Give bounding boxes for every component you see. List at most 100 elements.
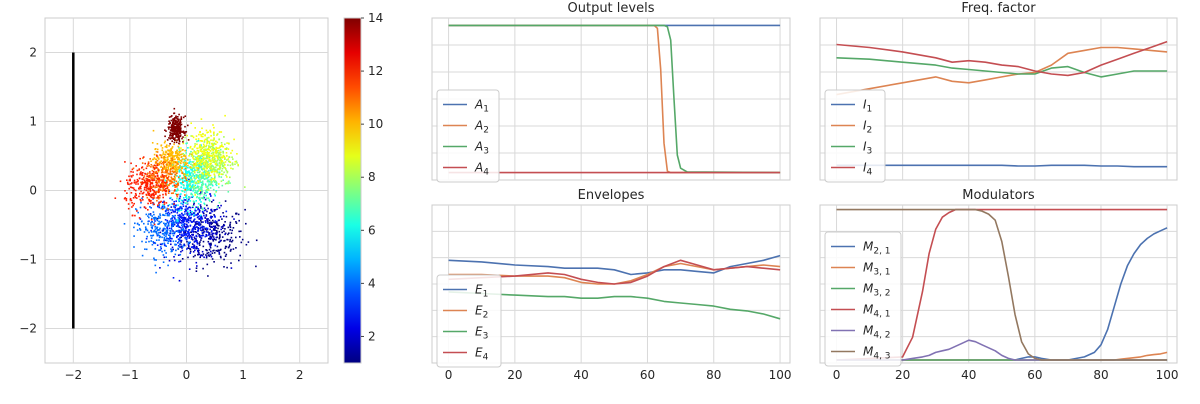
scatter-point xyxy=(212,151,214,154)
scatter-point xyxy=(230,248,232,251)
scatter-point xyxy=(132,197,135,199)
scatter-point xyxy=(200,206,202,208)
scatter-point xyxy=(212,144,214,147)
scatter-point xyxy=(164,140,166,143)
scatter-point xyxy=(193,187,195,190)
scatter-point xyxy=(161,208,164,211)
scatter-point xyxy=(170,182,172,185)
scatter-point xyxy=(138,168,141,170)
scatter-point xyxy=(165,252,167,254)
scatter-point xyxy=(198,186,200,188)
scatter-point xyxy=(184,125,186,128)
scatter-point xyxy=(185,149,187,152)
scatter-point xyxy=(185,142,187,145)
scatter-point xyxy=(178,149,181,151)
scatter-point xyxy=(204,154,206,156)
scatter-point xyxy=(225,182,228,184)
scatter-point xyxy=(179,179,181,181)
scatter-point xyxy=(199,146,202,149)
scatter-point xyxy=(144,172,146,175)
scatter-point xyxy=(205,231,208,233)
scatter-point xyxy=(146,173,149,176)
scatter-point xyxy=(167,177,170,179)
scatter-point xyxy=(163,256,166,259)
scatter-point xyxy=(166,229,168,232)
scatter-point xyxy=(199,235,202,237)
scatter-point xyxy=(198,177,200,179)
scatter-point xyxy=(146,185,149,188)
scatter-point xyxy=(222,162,225,164)
scatter-point xyxy=(149,176,152,178)
scatter-point xyxy=(167,161,169,163)
scatter-point xyxy=(213,156,215,158)
scatter-point xyxy=(143,175,146,177)
scatter-point xyxy=(202,159,204,162)
scatter-point xyxy=(220,142,223,144)
scatter-point xyxy=(160,200,162,203)
scatter-point xyxy=(180,236,182,239)
scatter-point xyxy=(221,218,223,220)
scatter-point xyxy=(216,245,219,248)
scatter-point xyxy=(209,155,212,157)
scatter-point xyxy=(173,107,176,110)
scatter-point xyxy=(169,150,171,152)
scatter-point xyxy=(235,212,237,215)
scatter-point xyxy=(156,148,159,151)
scatter-point xyxy=(158,229,161,231)
scatter-point xyxy=(208,156,211,158)
scatter-point xyxy=(218,147,220,149)
scatter-point xyxy=(211,156,214,159)
scatter-point xyxy=(194,182,197,184)
scatter-point xyxy=(136,210,138,212)
scatter-point xyxy=(156,159,159,162)
scatter-point xyxy=(198,252,200,254)
scatter-point xyxy=(186,142,188,144)
scatter-point xyxy=(199,241,201,243)
scatter-point xyxy=(173,128,176,131)
scatter-point xyxy=(211,222,214,224)
scatter-point xyxy=(209,200,211,202)
scatter-point xyxy=(179,237,181,240)
scatter-point xyxy=(191,210,193,213)
scatter-point xyxy=(195,261,198,264)
scatter-point xyxy=(158,204,161,206)
scatter-point xyxy=(164,171,166,174)
scatter-point xyxy=(211,232,214,235)
scatter-point xyxy=(151,235,154,237)
scatter-point xyxy=(231,156,233,158)
scatter-point xyxy=(223,166,225,169)
scatter-point xyxy=(205,177,207,180)
scatter-point xyxy=(208,232,210,234)
scatter-point xyxy=(155,179,157,182)
scatter-point xyxy=(209,174,212,177)
scatter-point xyxy=(187,256,189,259)
series-line xyxy=(448,254,781,276)
scatter-point xyxy=(155,259,157,261)
scatter-point xyxy=(153,179,156,181)
scatter-point xyxy=(143,206,146,208)
scatter-point xyxy=(172,154,174,157)
scatter-point xyxy=(192,173,194,175)
scatter-point xyxy=(205,256,208,259)
scatter-point xyxy=(173,124,175,127)
scatter-point xyxy=(170,230,172,233)
legend-label: E1 xyxy=(475,283,488,300)
scatter-point xyxy=(195,181,198,183)
scatter-point xyxy=(159,214,162,217)
scatter-point xyxy=(172,219,174,222)
scatter-point xyxy=(196,171,199,174)
scatter-point xyxy=(206,197,208,200)
scatter-point xyxy=(164,188,166,191)
scatter-point xyxy=(219,148,222,151)
scatter-point xyxy=(184,229,187,232)
scatter-point xyxy=(164,156,166,159)
scatter-point xyxy=(184,231,186,234)
scatter-point xyxy=(166,171,168,174)
scatter-point xyxy=(184,202,187,204)
scatter-point xyxy=(155,172,157,174)
scatter-point xyxy=(170,206,173,208)
scatter-point xyxy=(193,167,196,169)
scatter-point xyxy=(187,229,190,231)
scatter-point xyxy=(195,270,198,272)
scatter-point xyxy=(211,183,213,186)
